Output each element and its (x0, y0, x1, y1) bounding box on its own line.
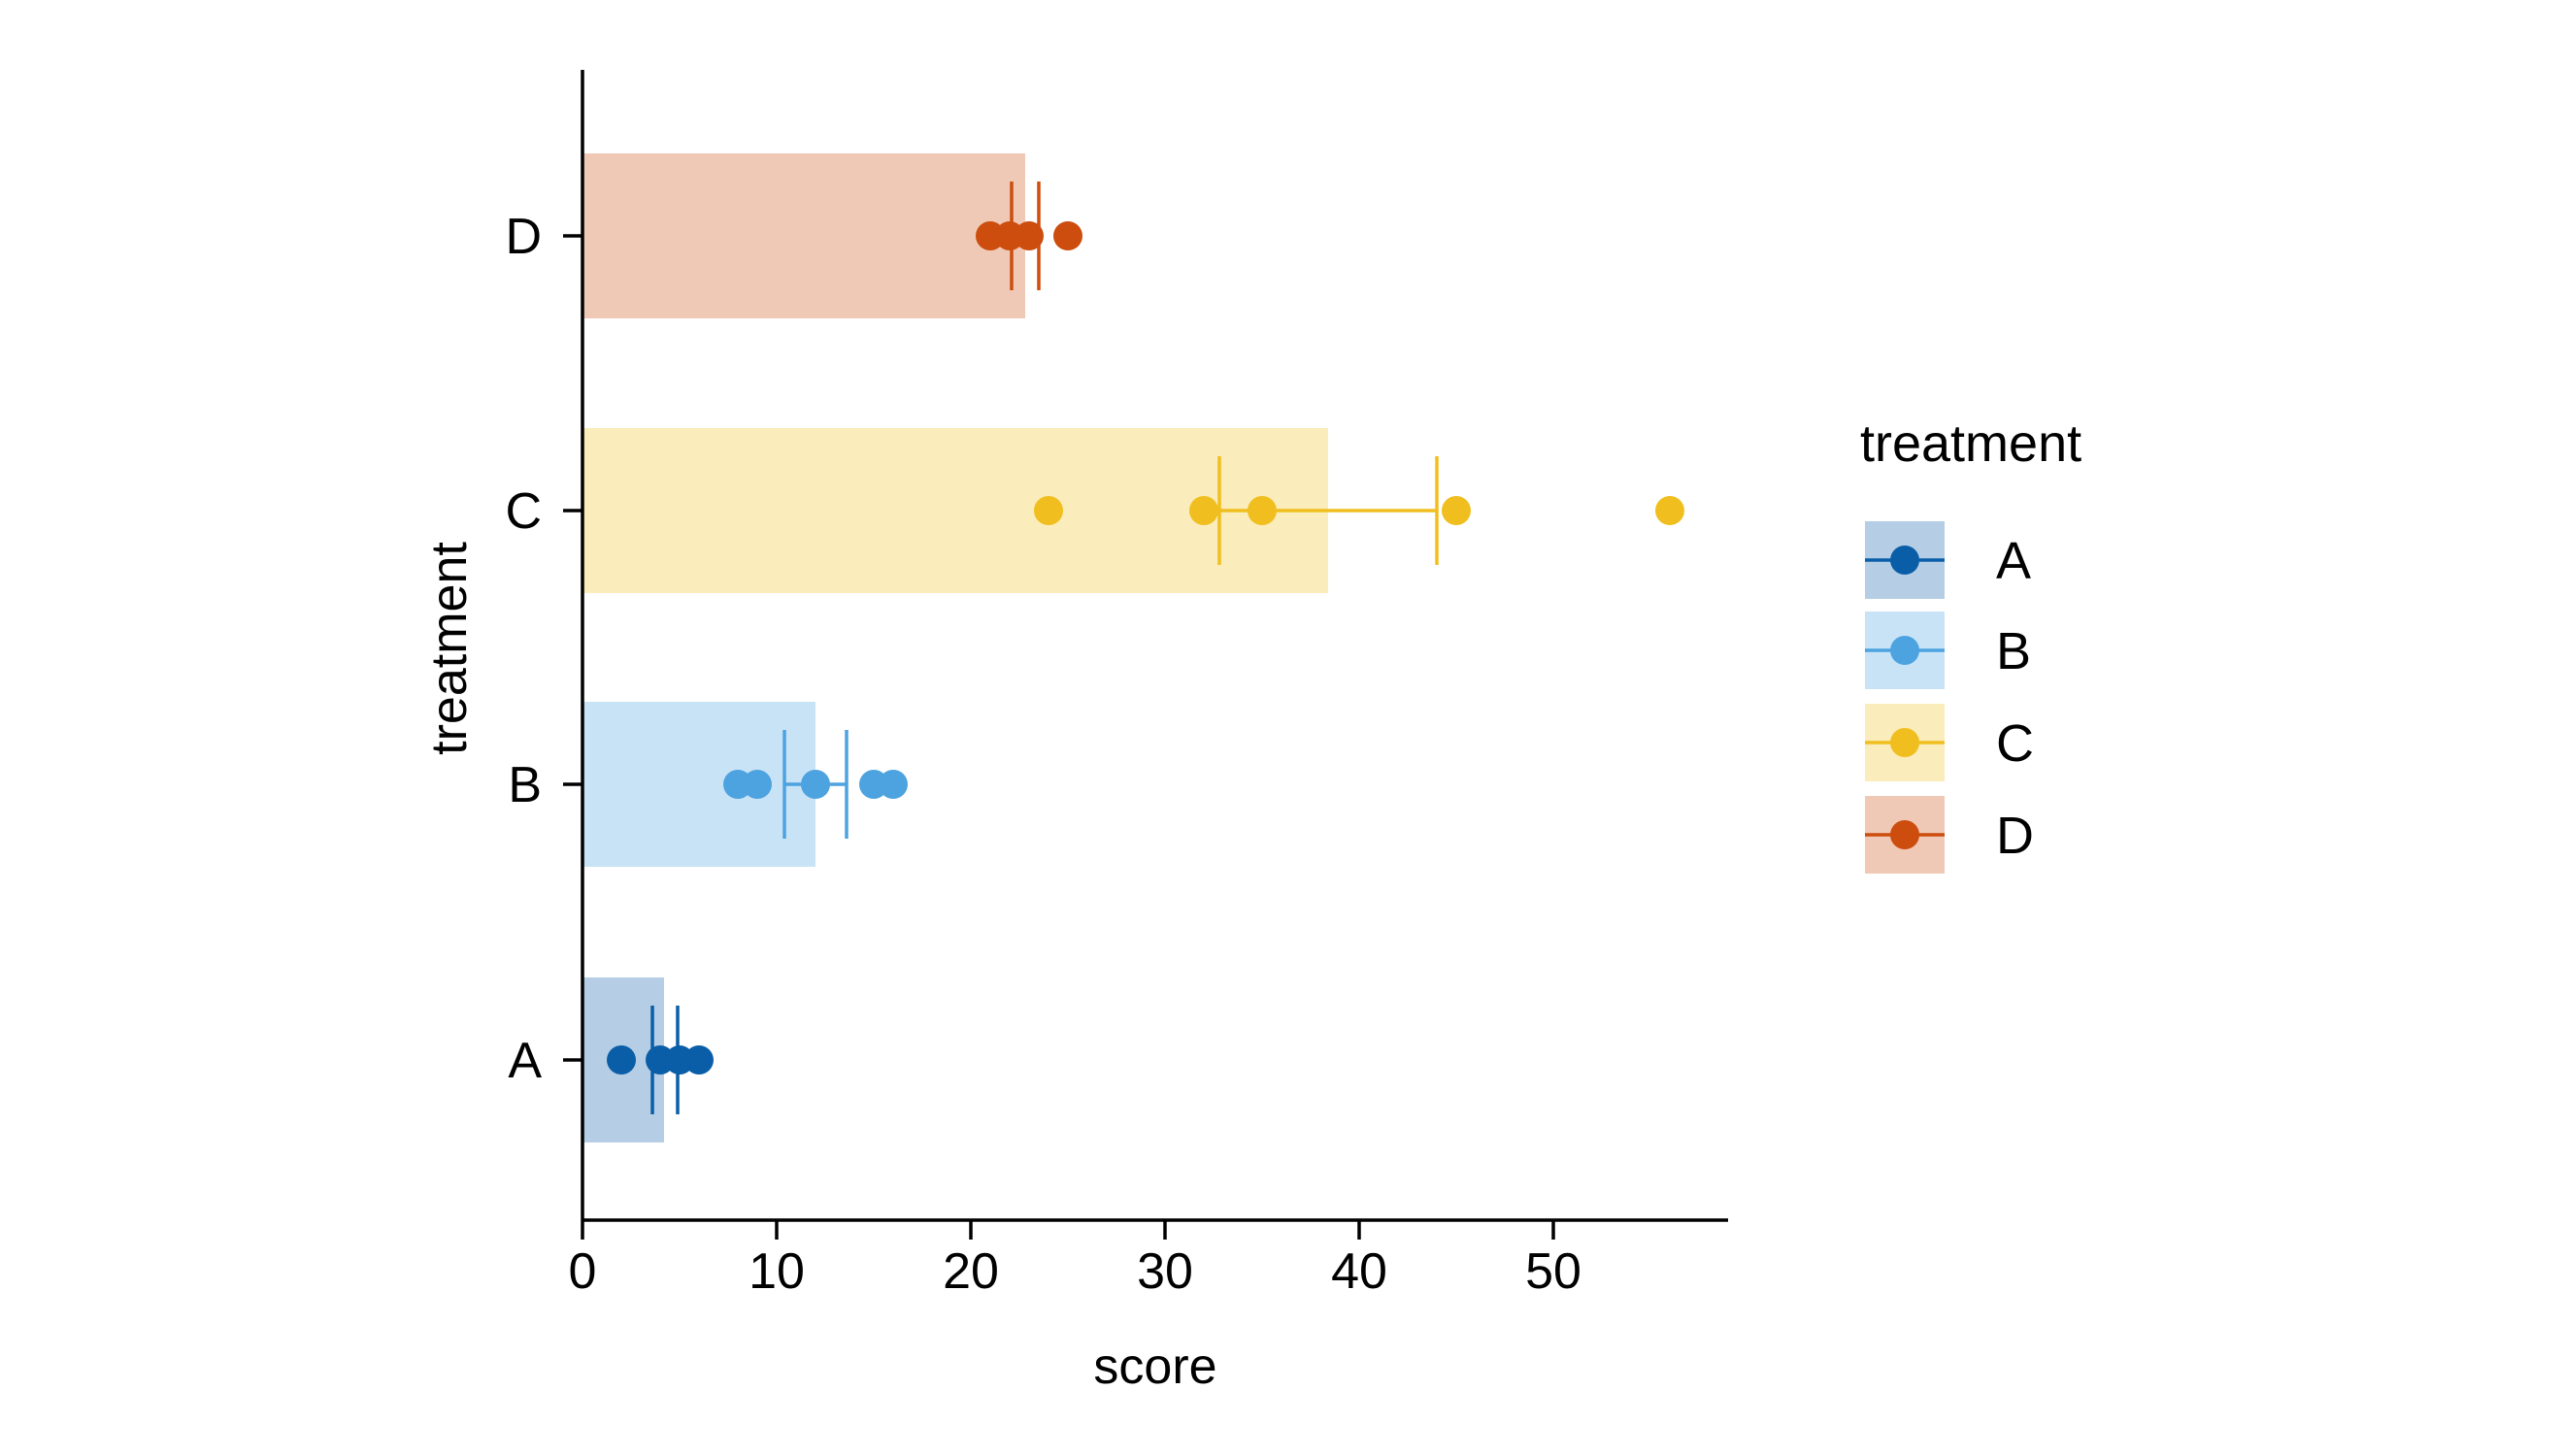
bars-layer (582, 153, 1328, 1142)
legend-item-D: D (1865, 796, 2034, 874)
point-C-2 (1248, 496, 1277, 525)
legend-label-B: B (1996, 622, 2031, 680)
x-tick-label: 30 (1137, 1243, 1193, 1300)
point-C-0 (1034, 496, 1063, 525)
legend-item-A: A (1865, 521, 2031, 599)
error-bars-layer (650, 182, 1439, 1114)
bar-D (582, 153, 1025, 318)
axes-layer: 0 10 20 30 40 50 A B C D (505, 70, 1728, 1300)
point-A-3 (684, 1045, 714, 1075)
legend-marker (1890, 728, 1919, 757)
y-tick-label-C: C (505, 483, 542, 540)
legend-marker (1890, 636, 1919, 665)
bar-B (582, 702, 816, 867)
x-tick-label: 20 (943, 1243, 999, 1300)
legend-label-C: C (1996, 714, 2034, 773)
x-axis-title: score (1093, 1339, 1216, 1395)
legend-marker (1890, 546, 1919, 575)
point-D-3 (1053, 221, 1082, 250)
point-B-1 (743, 770, 772, 799)
x-tick-label: 40 (1331, 1243, 1387, 1300)
point-A-0 (607, 1045, 636, 1075)
point-B-2 (801, 770, 830, 799)
legend-label-D: D (1996, 807, 2034, 865)
point-C-4 (1655, 496, 1684, 525)
points-layer (607, 221, 1684, 1075)
y-tick-label-D: D (505, 209, 542, 265)
point-C-3 (1442, 496, 1471, 525)
point-D-2 (1015, 221, 1044, 250)
point-C-1 (1189, 496, 1218, 525)
x-tick-label: 0 (569, 1243, 597, 1300)
x-tick-label: 10 (749, 1243, 805, 1300)
y-tick-label-A: A (508, 1033, 542, 1089)
legend-title: treatment (1860, 414, 2081, 473)
legend-item-B: B (1865, 612, 2031, 689)
y-axis-title: treatment (421, 542, 478, 755)
legend-marker (1890, 820, 1919, 849)
x-tick-label: 50 (1525, 1243, 1581, 1300)
legend-item-C: C (1865, 704, 2034, 781)
legend-label-A: A (1996, 532, 2031, 590)
y-tick-label-B: B (508, 757, 542, 813)
point-B-4 (879, 770, 908, 799)
